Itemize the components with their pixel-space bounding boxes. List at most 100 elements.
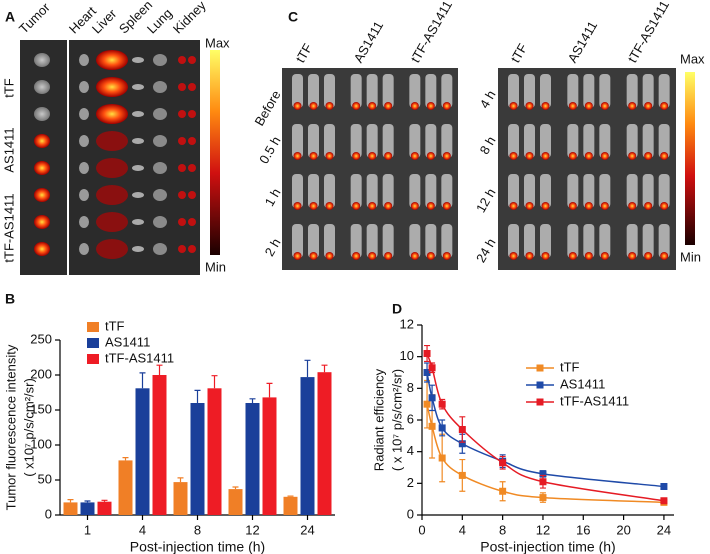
label: 8 h [477, 134, 499, 157]
tube-signal [442, 102, 451, 110]
tube [425, 174, 437, 208]
tube [567, 174, 579, 208]
tumor-blob [34, 215, 50, 229]
y-tick-label: 12 [400, 316, 414, 331]
bar [317, 372, 332, 515]
tube [350, 224, 362, 258]
tube-signal [442, 252, 451, 260]
error-bar [67, 499, 74, 503]
organ [153, 189, 167, 201]
tube [308, 124, 319, 158]
tube-signal [568, 202, 577, 210]
x-tick-label: 24 [657, 522, 671, 537]
tube-signal [426, 102, 435, 110]
tube [409, 224, 421, 258]
tube [292, 174, 303, 208]
tube-signal [352, 102, 361, 110]
tube-signal [660, 102, 669, 110]
tube-signal [352, 252, 361, 260]
organ [188, 245, 196, 253]
tube [567, 224, 579, 258]
organ [188, 164, 196, 172]
tube [642, 174, 654, 208]
tube [626, 124, 638, 158]
tube-signal [410, 202, 419, 210]
x-tick-label: 8 [194, 522, 201, 537]
organ [96, 50, 128, 70]
tube [524, 224, 535, 258]
organ [79, 162, 89, 174]
tumor-blob [34, 80, 50, 94]
bar [118, 460, 133, 515]
marker [428, 364, 436, 372]
marker [423, 400, 431, 408]
y-axis-label: ( x10⁷ p/s/cm²/sr) [21, 378, 36, 477]
tube-signal [293, 202, 302, 210]
bar [80, 502, 95, 515]
tube [524, 124, 535, 158]
tube-signal [628, 252, 637, 260]
label: 1 h [262, 186, 284, 209]
tube [350, 124, 362, 158]
tube [658, 224, 670, 258]
tube [599, 174, 611, 208]
tube-signal [325, 202, 334, 210]
tube [567, 74, 579, 108]
label: tTF [293, 41, 316, 65]
tumor-blob [34, 242, 50, 256]
tube-signal [368, 152, 377, 160]
tube [324, 224, 335, 258]
y-tick-label: 150 [30, 401, 52, 416]
tube [508, 224, 519, 258]
organ [79, 243, 89, 255]
y-tick-label: 50 [38, 471, 52, 486]
tube [540, 124, 551, 158]
tube [441, 74, 453, 108]
marker [428, 394, 436, 402]
tube-signal [293, 102, 302, 110]
label: tTF [1, 78, 16, 98]
tube-signal [293, 252, 302, 260]
label: AS1411 [1, 127, 16, 172]
tube-signal [568, 102, 577, 110]
x-tick-label: 20 [616, 522, 630, 537]
tube [583, 174, 595, 208]
tube-signal [525, 252, 534, 260]
tube [658, 74, 670, 108]
organ [153, 135, 167, 147]
tube [642, 124, 654, 158]
label: 12 h [473, 186, 499, 215]
legend-label: AS1411 [560, 376, 605, 391]
tube [508, 124, 519, 158]
marker [458, 440, 466, 448]
tube-signal [541, 252, 550, 260]
organ [132, 57, 144, 63]
y-tick-label: 6 [407, 411, 414, 426]
marker [438, 400, 446, 408]
legend-swatch [87, 354, 99, 364]
bar [63, 502, 78, 515]
y-tick-label: 10 [400, 348, 414, 363]
tube [599, 124, 611, 158]
tube [583, 124, 595, 158]
tube-signal [352, 202, 361, 210]
bar [190, 403, 205, 515]
label: AS1411 [351, 18, 387, 65]
tube [308, 224, 319, 258]
marker [458, 426, 466, 433]
tube [626, 174, 638, 208]
decoration [34, 50, 670, 260]
tube-signal [525, 102, 534, 110]
organ [132, 219, 144, 225]
y-tick-label: 2 [407, 475, 414, 490]
organ [132, 165, 144, 171]
tube [324, 124, 335, 158]
error-bar [139, 372, 146, 389]
organ [132, 138, 144, 144]
organ [178, 110, 186, 118]
marker [458, 471, 466, 479]
tube-signal [368, 252, 377, 260]
tube-signal [426, 252, 435, 260]
legend-marker [536, 398, 544, 406]
tube-signal [600, 152, 609, 160]
